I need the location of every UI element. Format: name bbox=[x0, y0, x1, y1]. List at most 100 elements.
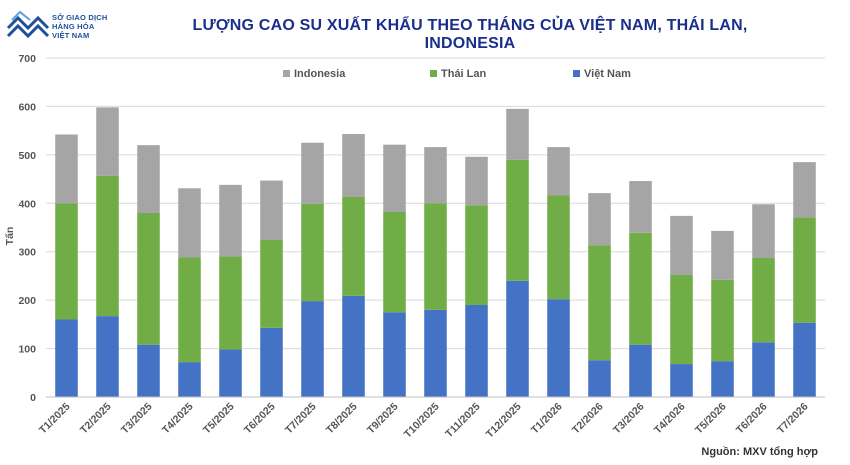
bar-indonesia-T2-2025 bbox=[96, 107, 119, 176]
bar-indonesia-T1-2026 bbox=[547, 147, 570, 196]
y-tick-label: 0 bbox=[30, 392, 36, 404]
bar-việt-nam-T10-2025 bbox=[424, 309, 447, 397]
x-tick-label: T1/2025 bbox=[37, 401, 73, 437]
bar-indonesia-T6-2026 bbox=[752, 204, 775, 259]
bar-indonesia-T12-2025 bbox=[506, 108, 529, 160]
bar-thái-lan-T6-2025 bbox=[260, 239, 283, 328]
logo-icon bbox=[6, 10, 50, 39]
x-tick-label: T2/2025 bbox=[78, 401, 114, 437]
x-tick-label: T11/2025 bbox=[443, 401, 483, 441]
bar-việt-nam-T2-2025 bbox=[96, 316, 119, 397]
x-tick-label: T2/2026 bbox=[570, 401, 606, 437]
x-tick-label: T5/2025 bbox=[201, 401, 237, 437]
x-tick-label: T12/2025 bbox=[484, 401, 524, 441]
chart-title: LƯỢNG CAO SU XUẤT KHẨU THEO THÁNG CỦA VI… bbox=[192, 17, 748, 52]
bar-việt-nam-T6-2025 bbox=[260, 327, 283, 397]
bars bbox=[55, 107, 816, 397]
bar-indonesia-T10-2025 bbox=[424, 147, 447, 204]
y-tick-label: 400 bbox=[18, 198, 36, 210]
bar-việt-nam-T4-2025 bbox=[178, 362, 201, 397]
bar-indonesia-T4-2025 bbox=[178, 188, 201, 258]
legend: Indonesia Thái Lan Việt Nam bbox=[283, 68, 631, 80]
bar-việt-nam-T6-2026 bbox=[752, 342, 775, 397]
bar-indonesia-T8-2025 bbox=[342, 134, 365, 197]
x-tick-label: T8/2025 bbox=[324, 401, 360, 437]
x-tick-label: T3/2026 bbox=[611, 401, 647, 437]
bar-indonesia-T1-2025 bbox=[55, 134, 78, 204]
bar-thái-lan-T5-2025 bbox=[219, 256, 242, 350]
bar-indonesia-T5-2025 bbox=[219, 184, 242, 257]
bar-thái-lan-T6-2026 bbox=[752, 258, 775, 343]
bar-việt-nam-T3-2025 bbox=[137, 344, 160, 397]
bar-thái-lan-T3-2026 bbox=[629, 232, 652, 345]
x-tick-label: T9/2025 bbox=[365, 401, 401, 437]
bar-việt-nam-T1-2025 bbox=[55, 319, 78, 397]
bar-thái-lan-T2-2025 bbox=[96, 175, 119, 317]
bar-thái-lan-T8-2025 bbox=[342, 196, 365, 296]
bar-việt-nam-T12-2025 bbox=[506, 280, 529, 397]
bar-indonesia-T9-2025 bbox=[383, 144, 406, 213]
legend-label-indonesia: Indonesia bbox=[294, 68, 346, 80]
x-tick-label: T1/2026 bbox=[529, 401, 565, 437]
y-tick-label: 700 bbox=[18, 53, 36, 65]
bar-thái-lan-T7-2025 bbox=[301, 203, 324, 302]
x-tick-label: T7/2026 bbox=[775, 401, 811, 437]
bar-indonesia-T4-2026 bbox=[670, 215, 693, 275]
bar-việt-nam-T7-2026 bbox=[793, 322, 816, 397]
bar-việt-nam-T1-2026 bbox=[547, 299, 570, 397]
bar-indonesia-T6-2025 bbox=[260, 180, 283, 240]
legend-swatch-việt-nam bbox=[573, 70, 580, 77]
y-tick-label: 600 bbox=[18, 101, 36, 113]
bar-việt-nam-T8-2025 bbox=[342, 295, 365, 397]
x-axis: T1/2025 T2/2025 T3/2025 T4/2025 T5/2025 T6/20… bbox=[37, 396, 825, 441]
bar-việt-nam-T5-2025 bbox=[219, 349, 242, 397]
bar-thái-lan-T10-2025 bbox=[424, 203, 447, 310]
bar-indonesia-T2-2026 bbox=[588, 193, 611, 246]
bar-thái-lan-T11-2025 bbox=[465, 205, 488, 305]
bar-indonesia-T11-2025 bbox=[465, 156, 488, 206]
bar-việt-nam-T9-2025 bbox=[383, 312, 406, 397]
bar-indonesia-T3-2025 bbox=[137, 145, 160, 213]
logo-line-2: HÀNG HÓA bbox=[52, 22, 95, 31]
x-tick-label: T3/2025 bbox=[119, 401, 155, 437]
bar-thái-lan-T7-2026 bbox=[793, 217, 816, 323]
bar-thái-lan-T5-2026 bbox=[711, 279, 734, 362]
x-tick-label: T5/2026 bbox=[693, 401, 729, 437]
logo-line-1: SỞ GIAO DỊCH bbox=[52, 13, 108, 22]
bar-việt-nam-T4-2026 bbox=[670, 364, 693, 397]
legend-swatch-indonesia bbox=[283, 70, 290, 77]
bar-indonesia-T7-2025 bbox=[301, 142, 324, 204]
y-tick-label: 200 bbox=[18, 295, 36, 307]
x-tick-label: T4/2026 bbox=[652, 401, 688, 437]
bar-thái-lan-T1-2026 bbox=[547, 195, 570, 300]
bar-thái-lan-T4-2026 bbox=[670, 274, 693, 365]
y-axis-label: Tấn bbox=[4, 227, 16, 246]
x-tick-label: T10/2025 bbox=[402, 401, 442, 441]
x-tick-label: T7/2025 bbox=[283, 401, 319, 437]
bar-thái-lan-T4-2025 bbox=[178, 257, 201, 363]
bar-thái-lan-T3-2025 bbox=[137, 212, 160, 345]
logo-line-3: VIỆT NAM bbox=[52, 31, 90, 40]
bar-thái-lan-T12-2025 bbox=[506, 159, 529, 281]
bar-việt-nam-T11-2025 bbox=[465, 304, 488, 397]
y-tick-label: 300 bbox=[18, 247, 36, 259]
bar-việt-nam-T3-2026 bbox=[629, 344, 652, 397]
legend-swatch-thái-lan bbox=[430, 70, 437, 77]
bar-việt-nam-T5-2026 bbox=[711, 361, 734, 397]
x-tick-label: T4/2025 bbox=[160, 401, 196, 437]
bar-indonesia-T3-2026 bbox=[629, 181, 652, 233]
bar-thái-lan-T2-2026 bbox=[588, 245, 611, 361]
source-note: Nguồn: MXV tổng hợp bbox=[701, 446, 818, 458]
bar-thái-lan-T9-2025 bbox=[383, 212, 406, 313]
x-tick-label: T6/2025 bbox=[242, 401, 278, 437]
bar-việt-nam-T7-2025 bbox=[301, 301, 324, 397]
bar-việt-nam-T2-2026 bbox=[588, 360, 611, 397]
bar-indonesia-T5-2026 bbox=[711, 230, 734, 280]
bar-thái-lan-T1-2025 bbox=[55, 203, 78, 320]
x-tick-label: T6/2026 bbox=[734, 401, 770, 437]
y-axis: 0 100 200 300 400 500 600 700 bbox=[18, 53, 36, 404]
y-tick-label: 100 bbox=[18, 344, 36, 356]
bar-indonesia-T7-2026 bbox=[793, 162, 816, 218]
legend-label-việt-nam: Việt Nam bbox=[584, 68, 631, 80]
